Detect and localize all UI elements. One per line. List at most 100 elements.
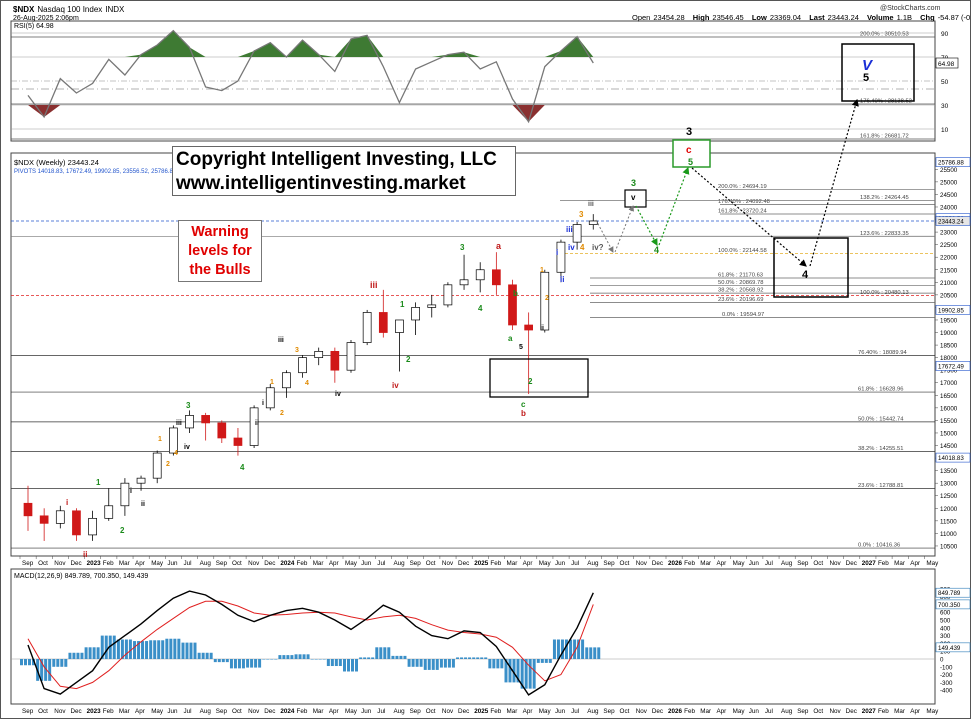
macd-x-label: Nov (636, 708, 648, 715)
fib-level-label: 176.40% : 24092.48 (718, 199, 770, 205)
rsi-last-badge (935, 57, 959, 69)
fib-level-label: 50.0% : 20869.78 (718, 280, 763, 286)
macd-x-label: Sep (216, 708, 228, 715)
macd-histogram-bar (80, 652, 84, 659)
symbol: $NDX (13, 5, 35, 14)
price-x-label: Jun (167, 560, 178, 567)
macd-histogram-bar (201, 652, 205, 659)
macd-histogram-bar (181, 642, 185, 659)
price-badge-label: 17672.49 (938, 363, 964, 370)
macd-histogram-bar (32, 659, 35, 666)
candle-body (72, 510, 81, 536)
price-badge-label: 25786.88 (938, 160, 964, 167)
macd-x-label: Mar (700, 708, 711, 715)
macd-histogram-bar (451, 659, 455, 668)
macd-histogram-bar (20, 659, 23, 666)
wave-label: iii (370, 280, 378, 290)
macd-histogram-bar (484, 657, 488, 659)
candle-body (475, 269, 485, 281)
price-tick-label: 14500 (940, 443, 958, 450)
rsi-tick-label: 50 (941, 79, 949, 86)
macd-tick-label: 400 (940, 625, 951, 632)
wave-label: b (513, 289, 518, 298)
price-x-label: Nov (636, 560, 648, 567)
macd-histogram-bar (415, 659, 419, 667)
fib-level-label: 138.2% : 24264.45 (860, 195, 909, 201)
price-x-label: May (733, 560, 746, 567)
macd-histogram-bar (347, 659, 350, 672)
price-tick-label: 15500 (940, 418, 958, 425)
macd-histogram-bar (294, 654, 298, 659)
price-tick-label: 12000 (940, 506, 958, 513)
price-x-label: Mar (507, 560, 518, 567)
price-x-label: Apr (910, 560, 920, 567)
macd-histogram-bar (145, 641, 149, 659)
macd-histogram-bar (157, 640, 161, 659)
wave-label: iv (568, 243, 575, 252)
candle-body (395, 319, 404, 333)
wave-label: i (130, 488, 132, 495)
macd-histogram-bar (24, 659, 27, 666)
price-x-label: Feb (490, 560, 501, 567)
macd-x-label: Dec (458, 708, 469, 715)
macd-histogram-bar (241, 659, 245, 669)
price-x-label: Mar (700, 560, 711, 567)
macd-histogram-bar (544, 659, 548, 663)
macd-x-label: Nov (442, 708, 454, 715)
projection-green-1 (635, 205, 658, 247)
macd-x-label: Aug (200, 708, 212, 715)
price-tick-label: 18500 (940, 343, 958, 350)
price-x-label: Aug (393, 560, 405, 567)
wave-labels: iii12iii12iiiiv344iii1234iiiiviiiiv1234a… (66, 126, 809, 559)
macd-histogram-bar (250, 659, 254, 668)
macd-histogram-bar (387, 647, 391, 659)
price-x-label: Apr (135, 560, 145, 567)
price-x-label: Feb (878, 560, 889, 567)
macd-x-label: Jul (184, 708, 192, 715)
price-tick-label: 18000 (940, 355, 958, 362)
wave-label: b (521, 409, 526, 418)
macd-histogram-bar (40, 659, 44, 681)
price-badge (935, 216, 971, 226)
wave-label: ii (540, 325, 544, 332)
fib-level-label: 100.0% : 20480.13 (860, 290, 909, 296)
macd-x-label: Jul (377, 708, 385, 715)
macd-histogram-bar (141, 641, 145, 659)
macd-histogram-bar (476, 657, 480, 659)
macd-histogram-bar (464, 657, 468, 659)
macd-histogram-bar (100, 635, 104, 659)
price-x-label: Jun (555, 560, 566, 567)
macd-histogram-bar (423, 659, 427, 670)
macd-x-label: Feb (103, 708, 114, 715)
macd-histogram-bar (165, 638, 169, 659)
wave-label: 2 (528, 377, 533, 386)
price-x-label: Jun (749, 560, 760, 567)
macd-x-label: 2027 (862, 708, 877, 715)
price-tick-label: 15000 (940, 430, 958, 437)
candle-body (88, 517, 97, 536)
rsi-tick-label: 90 (941, 31, 949, 38)
macd-histogram-bar (532, 659, 536, 689)
price-x-label: Oct (38, 560, 48, 567)
warning-box: Warning levels for the Bulls (178, 220, 262, 282)
macd-histogram-bar (274, 659, 278, 660)
macd-x-label: May (539, 708, 552, 715)
price-x-label: May (345, 560, 358, 567)
macd-tick-label: -300 (940, 680, 953, 687)
macd-histogram-bar (318, 659, 322, 660)
pivots-label: PIVOTS 14018.83, 17672.49, 19902.85, 235… (14, 169, 177, 175)
price-x-label: Nov (54, 560, 66, 567)
macd-histogram-bar (419, 659, 423, 667)
price-tick-label: 11000 (940, 531, 957, 538)
price-tick-label: 23000 (940, 230, 958, 237)
wave-label: i (66, 498, 68, 507)
price-x-label: May (539, 560, 552, 567)
price-x-label: Dec (70, 560, 81, 567)
macd-signal-line (27, 600, 594, 690)
wave-label: i (556, 248, 558, 257)
macd-histogram-bar (133, 641, 137, 659)
macd-x-label: Nov (830, 708, 842, 715)
low-zone-box (489, 358, 589, 398)
wave-label: 4 (654, 245, 659, 255)
macd-histogram-bar (407, 659, 411, 667)
